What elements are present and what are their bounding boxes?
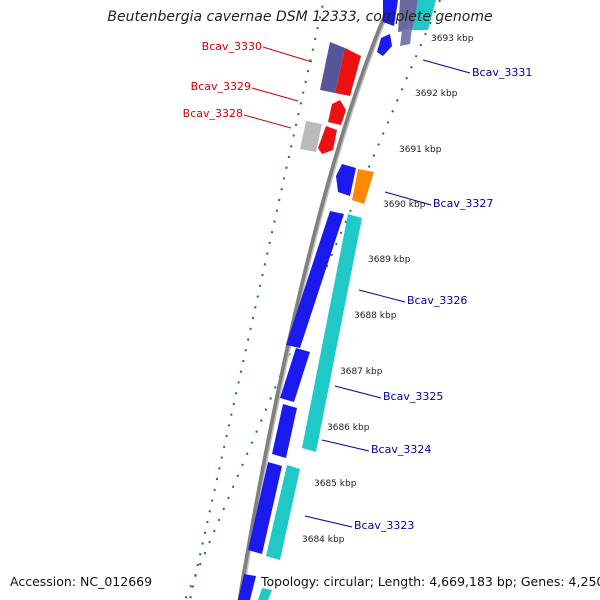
forward-gene-labels: Bcav_3331 Bcav_3327 Bcav_3326 Bcav_3325 …	[304, 59, 532, 532]
tick-3684: 3684 kbp	[302, 535, 345, 545]
label-bcav-3331: Bcav_3331	[472, 66, 532, 79]
gene-bcav-3328-b	[318, 126, 337, 154]
tick-3693: 3693 kbp	[431, 34, 474, 44]
genome-summary-text: Topology: circular; Length: 4,669,183 bp…	[261, 574, 600, 589]
gene-bcav-3329-a	[335, 48, 361, 96]
map-title: Beutenbergia cavernae DSM 12333, complet…	[107, 9, 493, 25]
gene-bcav-3323-cyan	[266, 465, 300, 560]
gc-track-inner	[189, 0, 325, 600]
gene-bcav-3327-b	[352, 169, 374, 204]
accession-text: Accession: NC_012669	[10, 574, 153, 589]
reverse-gene-labels: Bcav_3330 Bcav_3329 Bcav_3328	[183, 40, 313, 129]
gene-bcav-3327-a	[336, 164, 356, 196]
gene-bcav-3324	[272, 404, 297, 458]
label-bcav-3325: Bcav_3325	[383, 390, 443, 403]
label-bcav-3323: Bcav_3323	[354, 519, 414, 532]
gene-bcav-3326-cyan	[302, 214, 362, 452]
gene-bcav-3323	[248, 462, 282, 554]
gene-bcav-3325	[280, 348, 310, 402]
genome-backbone-highlight	[241, 0, 395, 600]
label-bcav-3329: Bcav_3329	[191, 80, 251, 93]
tick-labels: 3684 kbp 3685 kbp 3686 kbp 3687 kbp 3688…	[302, 34, 474, 545]
gene-bcav-3329-b	[328, 100, 346, 125]
tick-3688: 3688 kbp	[354, 311, 397, 321]
label-bcav-3324: Bcav_3324	[371, 443, 431, 456]
tick-3686: 3686 kbp	[327, 423, 370, 433]
gene-bottom-blue	[238, 574, 256, 600]
tick-3689: 3689 kbp	[368, 255, 411, 265]
tick-3691: 3691 kbp	[399, 145, 442, 155]
tick-3692: 3692 kbp	[415, 89, 458, 99]
gene-bottom-cyan	[258, 588, 272, 600]
tick-3690: 3690 kbp	[383, 200, 426, 210]
genome-backbone	[237, 0, 395, 600]
label-bcav-3327: Bcav_3327	[433, 197, 493, 210]
label-bcav-3328: Bcav_3328	[183, 107, 243, 120]
tick-3685: 3685 kbp	[314, 479, 357, 489]
label-bcav-3330: Bcav_3330	[202, 40, 262, 53]
gene-bcav-3328	[300, 121, 322, 152]
gene-bcav-3330	[320, 42, 345, 93]
tick-3687: 3687 kbp	[340, 367, 383, 377]
gene-cluster-top	[377, 0, 436, 56]
label-bcav-3326: Bcav_3326	[407, 294, 467, 307]
gene-bcav-3326	[286, 211, 344, 348]
